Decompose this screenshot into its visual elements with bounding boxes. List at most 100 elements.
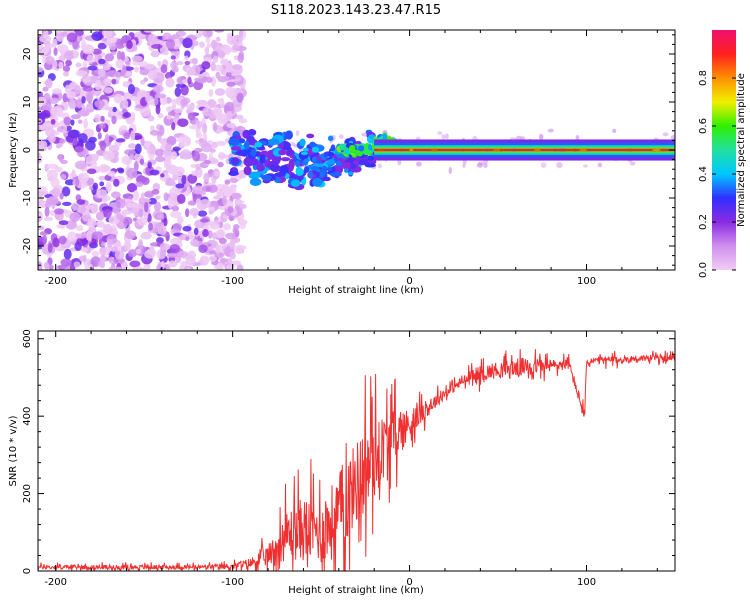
- noise-cell: [155, 156, 166, 163]
- noise-cell: [217, 114, 229, 125]
- noise-cell: [212, 122, 218, 132]
- cluster-cell: [306, 133, 315, 139]
- noise-cell: [169, 210, 182, 219]
- colorbar-tick-label: 0.6: [698, 118, 709, 134]
- noise-cell: [191, 57, 198, 65]
- noise-cell: [217, 262, 224, 270]
- noise-cell: [200, 218, 209, 223]
- noise-cell: [157, 60, 162, 67]
- noise-cell: [70, 119, 75, 126]
- cluster-cell: [238, 138, 246, 144]
- cluster-cell: [368, 134, 376, 139]
- noise-cell: [135, 248, 142, 255]
- noise-cell: [236, 92, 244, 103]
- noise-cell: [106, 70, 119, 78]
- noise-cell: [212, 232, 217, 240]
- noise-cell: [217, 161, 224, 168]
- cluster-cell: [367, 155, 375, 161]
- noise-cell: [45, 55, 55, 65]
- noise-cell: [86, 168, 97, 175]
- noise-cell: [234, 244, 244, 255]
- noise-cell: [171, 169, 177, 176]
- carrier-peak: [460, 148, 466, 152]
- noise-cell: [62, 65, 71, 72]
- noise-cell: [113, 93, 124, 104]
- noise-cell: [150, 43, 163, 50]
- noise-cell: [153, 222, 161, 229]
- noise-cell: [127, 83, 136, 95]
- cluster-cell: [326, 151, 335, 157]
- cluster-cell: [228, 137, 240, 146]
- noise-cell: [134, 135, 143, 140]
- noise-cell: [361, 132, 368, 137]
- noise-cell: [180, 139, 191, 147]
- noise-cell: [185, 255, 196, 266]
- noise-cell: [160, 64, 168, 74]
- noise-cell: [102, 150, 115, 161]
- carrier-peak: [492, 148, 501, 152]
- noise-cell: [108, 144, 120, 153]
- cluster-cell: [267, 138, 280, 146]
- noise-cell: [218, 154, 230, 159]
- noise-cell: [156, 249, 167, 260]
- noise-cell: [239, 203, 247, 210]
- carrier-peak: [660, 148, 667, 152]
- noise-cell: [118, 111, 124, 116]
- noise-cell: [140, 192, 145, 204]
- heatmap-ylabel: Frequency (Hz): [8, 112, 19, 188]
- noise-cell: [68, 98, 76, 110]
- noise-cell: [175, 183, 185, 189]
- noise-cell: [157, 112, 164, 119]
- noise-cell: [185, 103, 196, 109]
- cluster-cell: [248, 171, 261, 180]
- noise-cell: [56, 107, 64, 118]
- noise-cell: [171, 66, 179, 73]
- snr-frame: [37, 330, 676, 572]
- noise-cell: [169, 244, 181, 253]
- noise-cell: [232, 80, 244, 86]
- noise-cell: [207, 98, 216, 109]
- noise-cell: [214, 88, 226, 96]
- noise-cell: [184, 60, 191, 66]
- y-tick-label: 0: [22, 568, 33, 574]
- noise-cell: [629, 161, 636, 166]
- noise-cell: [225, 62, 234, 73]
- colorbar-tick-label: 0.8: [698, 70, 709, 86]
- noise-cell: [42, 86, 49, 92]
- noise-cell: [61, 31, 68, 37]
- noise-cell: [206, 43, 212, 48]
- noise-cell: [166, 115, 173, 120]
- noise-cell: [131, 95, 138, 102]
- noise-cell: [154, 195, 161, 200]
- noise-cell: [44, 202, 52, 208]
- cluster-cell: [312, 177, 323, 187]
- noise-cell: [147, 115, 155, 122]
- noise-cell: [108, 42, 117, 51]
- noise-cell: [122, 216, 133, 225]
- noise-cell: [98, 175, 106, 181]
- y-tick-label: 200: [22, 484, 33, 503]
- x-tick-label: 0: [406, 577, 412, 588]
- cluster-cell: [358, 159, 369, 166]
- noise-cell: [204, 221, 209, 231]
- noise-cell: [189, 124, 200, 130]
- noise-cell: [104, 53, 115, 62]
- noise-cell: [75, 70, 88, 77]
- noise-cell: [91, 231, 104, 240]
- colorbar-tick-label: 0.4: [698, 166, 709, 182]
- noise-cell: [208, 255, 217, 262]
- carrier-peak: [409, 148, 414, 152]
- noise-cell: [145, 63, 155, 70]
- noise-cell: [58, 220, 69, 226]
- noise-cell: [83, 118, 88, 129]
- noise-cell: [225, 232, 236, 240]
- noise-cell: [85, 231, 94, 242]
- noise-cell: [216, 36, 221, 42]
- noise-cell: [192, 151, 201, 162]
- y-tick-label: -10: [22, 190, 33, 206]
- noise-cell: [52, 237, 60, 248]
- noise-cell: [112, 206, 120, 214]
- cluster-cell: [278, 165, 289, 174]
- noise-cell: [164, 143, 172, 152]
- noise-cell: [147, 161, 152, 169]
